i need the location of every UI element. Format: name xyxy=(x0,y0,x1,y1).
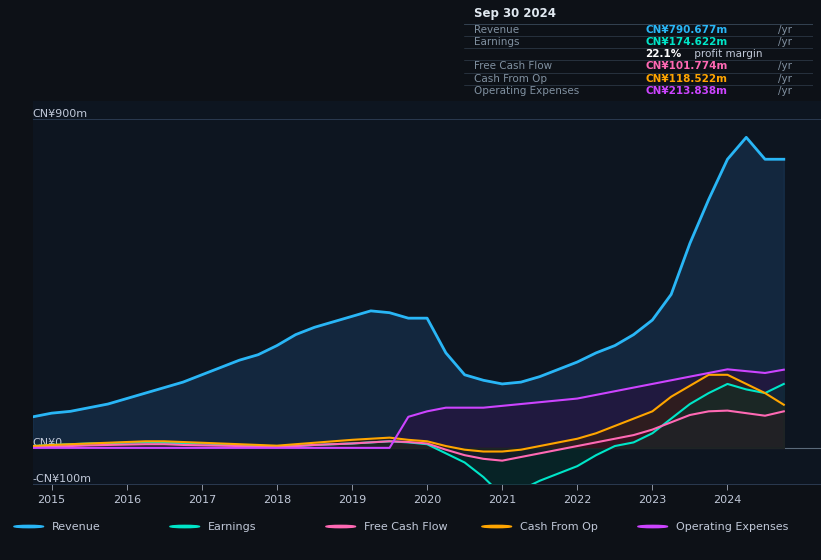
Text: /yr: /yr xyxy=(778,86,792,96)
Text: CN¥0: CN¥0 xyxy=(32,438,62,448)
Text: Revenue: Revenue xyxy=(52,521,100,531)
Text: Cash From Op: Cash From Op xyxy=(475,73,548,83)
Text: Free Cash Flow: Free Cash Flow xyxy=(475,62,553,72)
Text: CN¥174.622m: CN¥174.622m xyxy=(645,37,727,47)
Text: CN¥101.774m: CN¥101.774m xyxy=(645,62,727,72)
Text: CN¥790.677m: CN¥790.677m xyxy=(645,25,727,35)
Text: 22.1%: 22.1% xyxy=(645,49,681,59)
Circle shape xyxy=(170,525,200,528)
Text: Sep 30 2024: Sep 30 2024 xyxy=(475,7,557,20)
Circle shape xyxy=(482,525,511,528)
Text: -CN¥100m: -CN¥100m xyxy=(32,474,91,484)
Text: CN¥213.838m: CN¥213.838m xyxy=(645,86,727,96)
Circle shape xyxy=(14,525,44,528)
Circle shape xyxy=(638,525,667,528)
Text: /yr: /yr xyxy=(778,62,792,72)
Circle shape xyxy=(326,525,355,528)
Text: /yr: /yr xyxy=(778,25,792,35)
Text: Revenue: Revenue xyxy=(475,25,520,35)
Text: profit margin: profit margin xyxy=(690,49,762,59)
Text: /yr: /yr xyxy=(778,37,792,47)
Text: Earnings: Earnings xyxy=(208,521,256,531)
Text: CN¥900m: CN¥900m xyxy=(32,109,87,119)
Text: Operating Expenses: Operating Expenses xyxy=(676,521,788,531)
Text: CN¥118.522m: CN¥118.522m xyxy=(645,73,727,83)
Text: /yr: /yr xyxy=(778,73,792,83)
Text: Cash From Op: Cash From Op xyxy=(520,521,598,531)
Text: Earnings: Earnings xyxy=(475,37,520,47)
Text: Free Cash Flow: Free Cash Flow xyxy=(364,521,447,531)
Text: Operating Expenses: Operating Expenses xyxy=(475,86,580,96)
